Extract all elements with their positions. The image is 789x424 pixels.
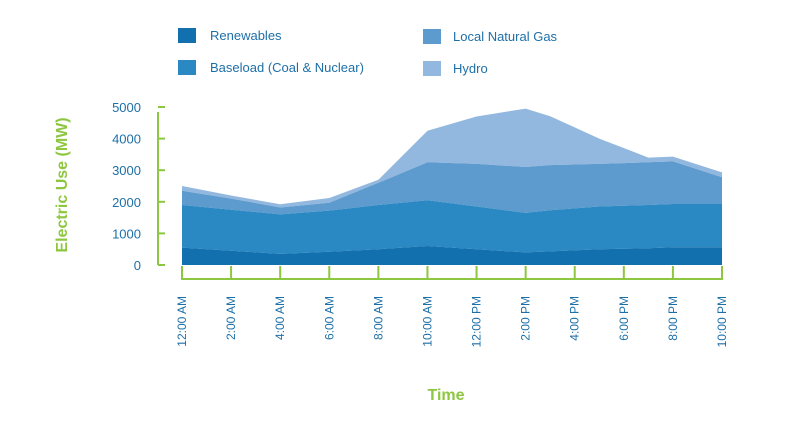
x-tick-label: 6:00 AM: [322, 296, 336, 340]
legend: Renewables Baseload (Coal & Nuclear) Local…: [178, 28, 558, 76]
legend-label: Hydro: [453, 61, 488, 76]
x-tick-label: 2:00 AM: [224, 296, 238, 340]
legend-label: Baseload (Coal & Nuclear): [210, 60, 364, 75]
y-tick-label: 3000: [112, 163, 141, 178]
y-tick-label: 0: [134, 258, 141, 273]
x-tick-label: 8:00 AM: [371, 296, 385, 340]
area-series-0: [182, 246, 722, 265]
x-tick-label: 8:00 PM: [666, 296, 680, 341]
y-axis-title: Electric Use (MW): [54, 117, 71, 252]
y-tick-label: 1000: [112, 226, 141, 241]
x-tick-label: 2:00 PM: [519, 296, 533, 341]
y-tick-label: 4000: [112, 132, 141, 147]
x-tick-label: 6:00 PM: [617, 296, 631, 341]
x-tick-label: 12:00 PM: [470, 296, 484, 347]
stacked-areas: [182, 108, 722, 265]
x-tick-label: 4:00 PM: [568, 296, 582, 341]
legend-label: Local Natural Gas: [453, 29, 558, 44]
legend-label: Renewables: [210, 28, 282, 43]
y-tick-label: 2000: [112, 195, 141, 210]
area-series-1: [182, 200, 722, 254]
x-tick-labels: 12:00 AM 2:00 AM 4:00 AM 6:00 AM 8:00 AM 10:0…: [175, 296, 729, 347]
x-axis-title: Time: [427, 387, 464, 404]
x-tick-label: 10:00 PM: [715, 296, 729, 347]
legend-swatch: [423, 29, 441, 44]
y-tick-labels: 5000 4000 3000 2000 1000 0: [112, 100, 141, 273]
y-tick-label: 5000: [112, 100, 141, 115]
axes: [157, 106, 723, 280]
legend-swatch: [178, 60, 196, 75]
area-series-2: [182, 161, 722, 215]
area-series-3: [182, 108, 722, 208]
legend-swatch: [178, 28, 196, 43]
x-tick-label: 10:00 AM: [421, 296, 435, 347]
x-tick-label: 4:00 AM: [273, 296, 287, 340]
x-tick-label: 12:00 AM: [175, 296, 189, 347]
legend-swatch: [423, 61, 441, 76]
